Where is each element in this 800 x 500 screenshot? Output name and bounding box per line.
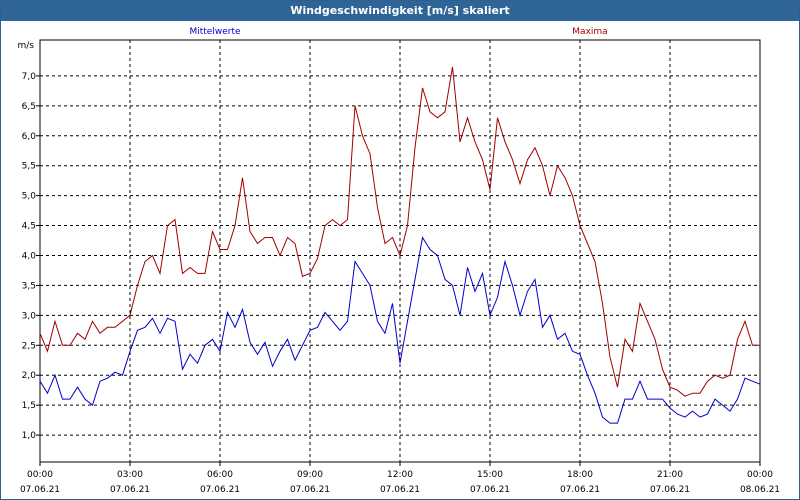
- x-tick-time: 03:00: [117, 470, 143, 480]
- x-tick-date: 07.06.21: [110, 485, 150, 495]
- y-tick-label: 2,0: [22, 371, 37, 381]
- legend-mittelwerte: Mittelwerte: [189, 27, 240, 37]
- y-axis-unit: m/s: [18, 41, 35, 51]
- y-tick-label: 6,0: [22, 132, 37, 142]
- x-tick-date: 07.06.21: [650, 485, 690, 495]
- x-tick-time: 18:00: [567, 470, 593, 480]
- x-tick-time: 21:00: [657, 470, 683, 480]
- y-tick-label: 2,5: [22, 341, 36, 351]
- y-tick-label: 1,5: [22, 401, 36, 411]
- x-tick-time: 12:00: [387, 470, 413, 480]
- y-axis: 1,0 1,5 2,0 2,5 3,0 3,5 4,0 4,5 5,0 5,5 6,0 6,5 7,0 m…: [18, 41, 40, 441]
- x-tick-date: 07.06.21: [470, 485, 510, 495]
- x-tick-time: 00:00: [747, 470, 773, 480]
- series-lines: [39, 66, 761, 424]
- y-tick-label: 7,0: [22, 72, 37, 82]
- legend-maxima: Maxima: [572, 27, 607, 37]
- x-tick-date: 07.06.21: [560, 485, 600, 495]
- y-tick-label: 4,5: [22, 222, 36, 232]
- x-tick-time: 06:00: [207, 470, 233, 480]
- y-tick-label: 1,0: [22, 431, 37, 441]
- series-line-maxima: [39, 66, 760, 397]
- y-tick-label: 3,5: [22, 281, 36, 291]
- x-tick-time: 09:00: [297, 470, 323, 480]
- legend: Mittelwerte Maxima: [189, 27, 607, 37]
- series-line-mittelwerte: [39, 236, 761, 424]
- y-tick-label: 3,0: [22, 311, 37, 321]
- grid-lines: [40, 40, 760, 462]
- y-tick-label: 6,5: [22, 102, 36, 112]
- y-tick-label: 4,0: [22, 251, 37, 261]
- x-tick-time: 00:00: [27, 470, 53, 480]
- x-tick-time: 15:00: [477, 470, 503, 480]
- x-tick-date: 08.06.21: [740, 485, 780, 495]
- x-tick-date: 07.06.21: [290, 485, 330, 495]
- x-axis: 00:00 07.06.21 03:00 07.06.21 06:00 07.06.21 0…: [20, 462, 780, 495]
- chart-title: Windgeschwindigkeit [m/s] skaliert: [1, 1, 799, 21]
- x-tick-date: 07.06.21: [380, 485, 420, 495]
- y-tick-label: 5,5: [22, 162, 36, 172]
- x-tick-date: 07.06.21: [20, 485, 60, 495]
- y-tick-label: 5,0: [22, 192, 37, 202]
- x-tick-date: 07.06.21: [200, 485, 240, 495]
